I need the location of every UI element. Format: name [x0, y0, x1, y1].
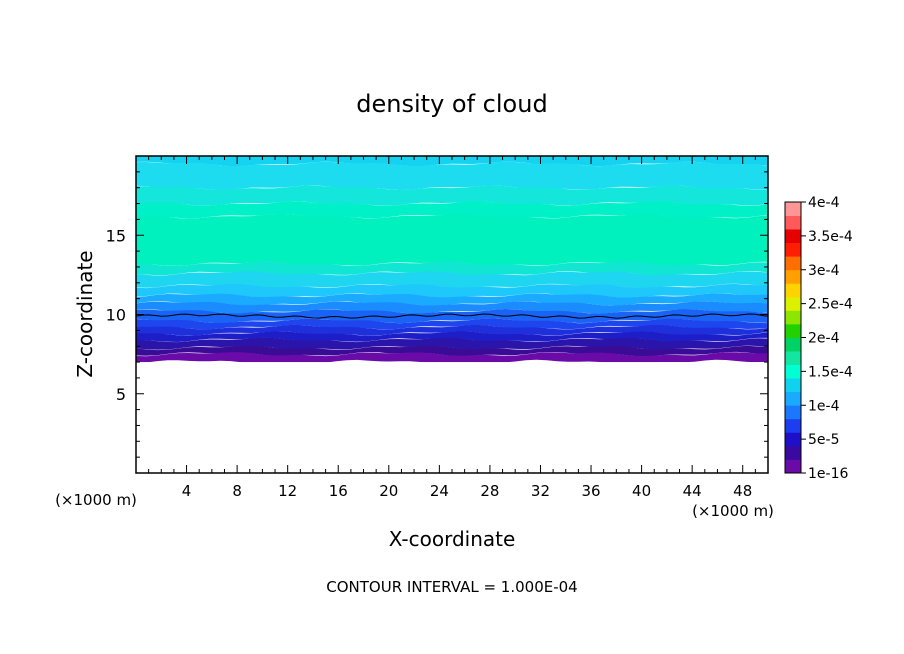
colorbar-label: 1e-4 [808, 398, 840, 414]
colorbar-swatch [785, 391, 801, 406]
colorbar-label: 1e-16 [808, 466, 848, 482]
contour-band [136, 284, 768, 298]
contour-band [136, 324, 768, 336]
colorbar-swatch [785, 323, 801, 338]
colorbar-swatch [785, 432, 801, 447]
colorbar-swatch [785, 445, 801, 460]
colorbar-swatch [785, 337, 801, 352]
contour-interval-footer: CONTOUR INTERVAL = 1.000E-04 [326, 578, 577, 596]
colorbar-label: 3e-4 [808, 263, 840, 279]
x-axis-ticks: 4 8 12 16 20 24 28 32 36 40 44 48 [148, 156, 756, 500]
x-tick-label: 28 [480, 482, 499, 500]
x-tick-label: 8 [232, 482, 242, 500]
x-axis-label: X-coordinate [389, 527, 516, 551]
contour-band [136, 201, 768, 219]
colorbar-swatch [785, 418, 801, 433]
colorbar-swatch [785, 296, 801, 311]
no-data-region [136, 362, 768, 473]
contour-band [136, 331, 768, 342]
x-unit-right: (×1000 m) [692, 502, 774, 520]
colorbar-swatch [785, 215, 801, 230]
plot-area [135, 155, 769, 474]
colorbar-label: 2.5e-4 [808, 297, 853, 313]
x-unit-left: (×1000 m) [55, 491, 137, 509]
x-tick-label: 12 [278, 482, 297, 500]
y-axis-ticks: 5 10 15 [106, 171, 768, 458]
colorbar-swatch [785, 459, 801, 474]
colorbar-label: 4e-4 [808, 195, 840, 211]
contour-band [136, 213, 768, 266]
contour-band [136, 271, 768, 289]
y-tick-label: 5 [116, 385, 126, 404]
contour-band [136, 156, 768, 167]
colorbar-swatch [785, 364, 801, 379]
colorbar-swatch [785, 351, 801, 365]
x-tick-label: 24 [430, 482, 449, 500]
y-axis-label: Z-coordinate [73, 250, 97, 377]
contour-band [136, 318, 768, 330]
colorbar-swatch [785, 269, 801, 284]
colorbar-swatch [785, 242, 801, 257]
contour-band [136, 309, 768, 324]
x-tick-label: 20 [379, 482, 398, 500]
x-tick-label: 36 [581, 482, 600, 500]
x-tick-label: 4 [182, 482, 192, 500]
colorbar-label: 5e-5 [808, 432, 839, 448]
colorbar: 4e-4 3.5e-4 3e-4 2.5e-4 2e-4 1.5e-4 1e-4 5e-5 1e… [784, 195, 853, 482]
colorbar-swatch [785, 310, 801, 325]
colorbar-swatch [785, 378, 801, 393]
colorbar-swatch [785, 283, 801, 298]
x-tick-label: 44 [683, 482, 702, 500]
contour-band [136, 337, 768, 350]
y-tick-label: 10 [106, 306, 126, 325]
contour-band [136, 161, 768, 191]
colorbar-label: 1.5e-4 [808, 364, 853, 380]
colorbar-swatch [785, 256, 801, 271]
contour-band [136, 345, 768, 357]
y-tick-label: 15 [106, 226, 126, 245]
colorbar-swatch [785, 405, 801, 420]
contour-band [136, 352, 768, 365]
chart-title: density of cloud [356, 90, 547, 118]
x-tick-label: 32 [531, 482, 550, 500]
contour-line [136, 313, 768, 319]
contour-band [136, 185, 768, 206]
colorbar-swatch [785, 229, 801, 244]
colorbar-swatch [785, 202, 801, 216]
contour-band [136, 301, 768, 314]
colorbar-label: 3.5e-4 [808, 229, 853, 245]
x-tick-label: 40 [632, 482, 651, 500]
x-tick-label: 16 [329, 482, 348, 500]
x-tick-label: 48 [733, 482, 752, 500]
contour-band [136, 293, 768, 306]
colorbar-label: 2e-4 [808, 331, 840, 347]
